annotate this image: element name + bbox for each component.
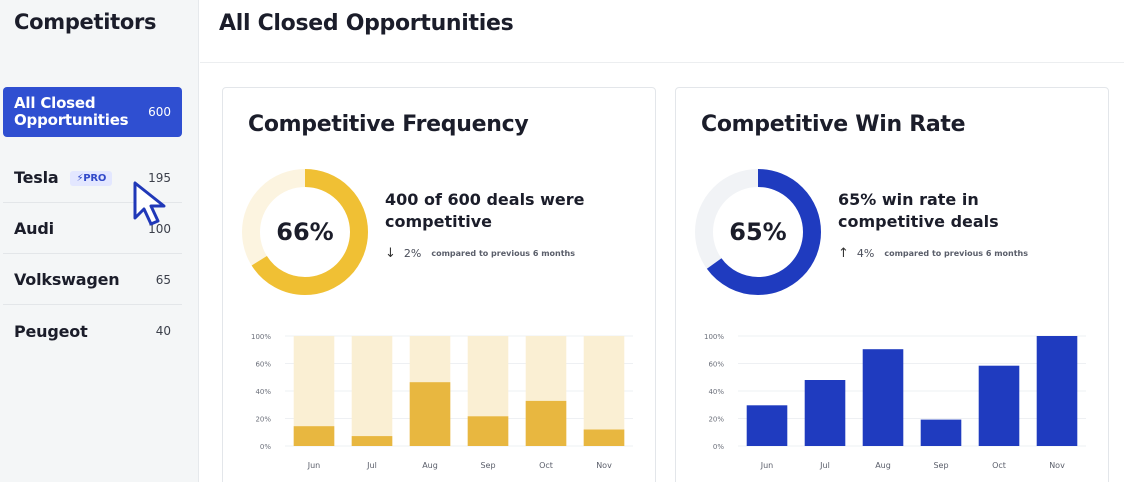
sidebar-item-count: 600 bbox=[148, 105, 171, 119]
y-tick-label: 100% bbox=[704, 333, 724, 341]
sidebar-item-tesla[interactable]: Tesla ⚡PRO 195 bbox=[3, 153, 182, 203]
x-tick-label: Aug bbox=[422, 461, 438, 470]
donut-arc bbox=[695, 169, 821, 295]
sidebar-item-volkswagen[interactable]: Volkswagen 65 bbox=[3, 255, 182, 305]
x-tick-label: Oct bbox=[992, 461, 1006, 470]
sidebar-item-all-closed-opportunities[interactable]: All Closed Opportunities 600 bbox=[3, 87, 182, 137]
y-tick-label: 100% bbox=[251, 333, 271, 341]
bar bbox=[351, 436, 393, 446]
sidebar-item-label-wrap: Tesla ⚡PRO bbox=[14, 168, 148, 187]
bar bbox=[978, 365, 1020, 446]
donut-arc bbox=[242, 169, 368, 295]
trend-note: compared to previous 6 months bbox=[884, 249, 1028, 258]
sidebar-item-count: 65 bbox=[155, 272, 171, 287]
bar bbox=[583, 429, 625, 446]
y-tick-label: 40% bbox=[708, 388, 724, 396]
page-title: All Closed Opportunities bbox=[219, 11, 514, 36]
trend-value: 2% bbox=[403, 247, 422, 260]
trend-value: 4% bbox=[856, 247, 875, 260]
sidebar-item-audi[interactable]: Audi 100 bbox=[3, 204, 182, 254]
x-tick-label: Aug bbox=[875, 461, 891, 470]
bar bbox=[467, 416, 509, 446]
bar bbox=[804, 380, 846, 446]
y-tick-label: 20% bbox=[255, 416, 271, 424]
trend-indicator: ↑ 4% compared to previous 6 months bbox=[838, 246, 1028, 261]
x-tick-label: Jul bbox=[366, 461, 377, 470]
x-tick-label: Jun bbox=[307, 461, 321, 470]
x-tick-label: Jul bbox=[819, 461, 830, 470]
bar bbox=[351, 336, 393, 446]
sidebar-item-label: Audi bbox=[14, 219, 54, 238]
x-tick-label: Nov bbox=[1049, 461, 1065, 470]
bar bbox=[920, 419, 962, 446]
winrate-bar-chart: 100% 60% 40% 20% 0% Jun Jul Aug Sep Oct Nov bbox=[704, 333, 1086, 470]
y-tick-label: 0% bbox=[260, 443, 271, 451]
x-tick-label: Jun bbox=[760, 461, 774, 470]
trend-note: compared to previous 6 months bbox=[431, 249, 575, 258]
trend-indicator: ↓ 2% compared to previous 6 months bbox=[385, 246, 575, 261]
sidebar-title: Competitors bbox=[14, 10, 157, 34]
winrate-donut-chart bbox=[695, 169, 821, 295]
bar bbox=[525, 400, 567, 446]
sidebar-item-label: Tesla bbox=[14, 168, 59, 187]
bar bbox=[1036, 336, 1078, 446]
x-tick-label: Sep bbox=[933, 461, 948, 470]
card-title: Competitive Win Rate bbox=[701, 112, 966, 137]
stat-statement: 65% win rate in competitive deals bbox=[838, 190, 999, 231]
sidebar-item-peugeot[interactable]: Peugeot 40 bbox=[3, 306, 182, 356]
arrow-down-icon: ↓ bbox=[385, 246, 396, 261]
arrow-up-icon: ↑ bbox=[838, 246, 849, 261]
sidebar-item-count: 195 bbox=[148, 170, 171, 185]
x-tick-label: Oct bbox=[539, 461, 553, 470]
y-tick-label: 40% bbox=[255, 388, 271, 396]
donut-value: 65% bbox=[729, 218, 787, 246]
x-tick-label: Sep bbox=[480, 461, 495, 470]
y-tick-label: 60% bbox=[255, 361, 271, 369]
competitive-win-rate-card: Competitive Win Rate 65% 65% win rate in… bbox=[675, 87, 1109, 482]
bar bbox=[862, 349, 904, 446]
competitive-frequency-card: Competitive Frequency 66% 400 of 600 dea… bbox=[222, 87, 656, 482]
bar bbox=[583, 336, 625, 446]
mouse-cursor-icon bbox=[133, 181, 166, 226]
x-tick-label: Nov bbox=[596, 461, 612, 470]
sidebar-item-label: Peugeot bbox=[14, 321, 88, 341]
sidebar-item-label: Volkswagen bbox=[14, 270, 120, 289]
y-tick-label: 20% bbox=[708, 416, 724, 424]
sidebar-item-count: 100 bbox=[148, 221, 171, 236]
y-tick-label: 0% bbox=[713, 443, 724, 451]
bar bbox=[293, 426, 335, 446]
bar bbox=[746, 405, 788, 446]
pro-badge: ⚡PRO bbox=[70, 171, 113, 186]
card-title: Competitive Frequency bbox=[248, 112, 529, 137]
stat-statement: 400 of 600 deals were competitive bbox=[385, 190, 585, 231]
bar bbox=[409, 382, 451, 446]
header-divider bbox=[200, 62, 1124, 63]
donut-value: 66% bbox=[276, 218, 334, 246]
y-tick-label: 60% bbox=[708, 361, 724, 369]
frequency-donut-chart bbox=[242, 169, 368, 295]
sidebar-item-label: All Closed Opportunities bbox=[14, 94, 129, 129]
frequency-bar-chart: 100% 60% 40% 20% 0% Jun Jul Aug Sep Oct Nov bbox=[251, 333, 633, 470]
sidebar-item-count: 40 bbox=[155, 324, 171, 338]
competitors-sidebar: Competitors All Closed Opportunities 600… bbox=[0, 0, 199, 482]
